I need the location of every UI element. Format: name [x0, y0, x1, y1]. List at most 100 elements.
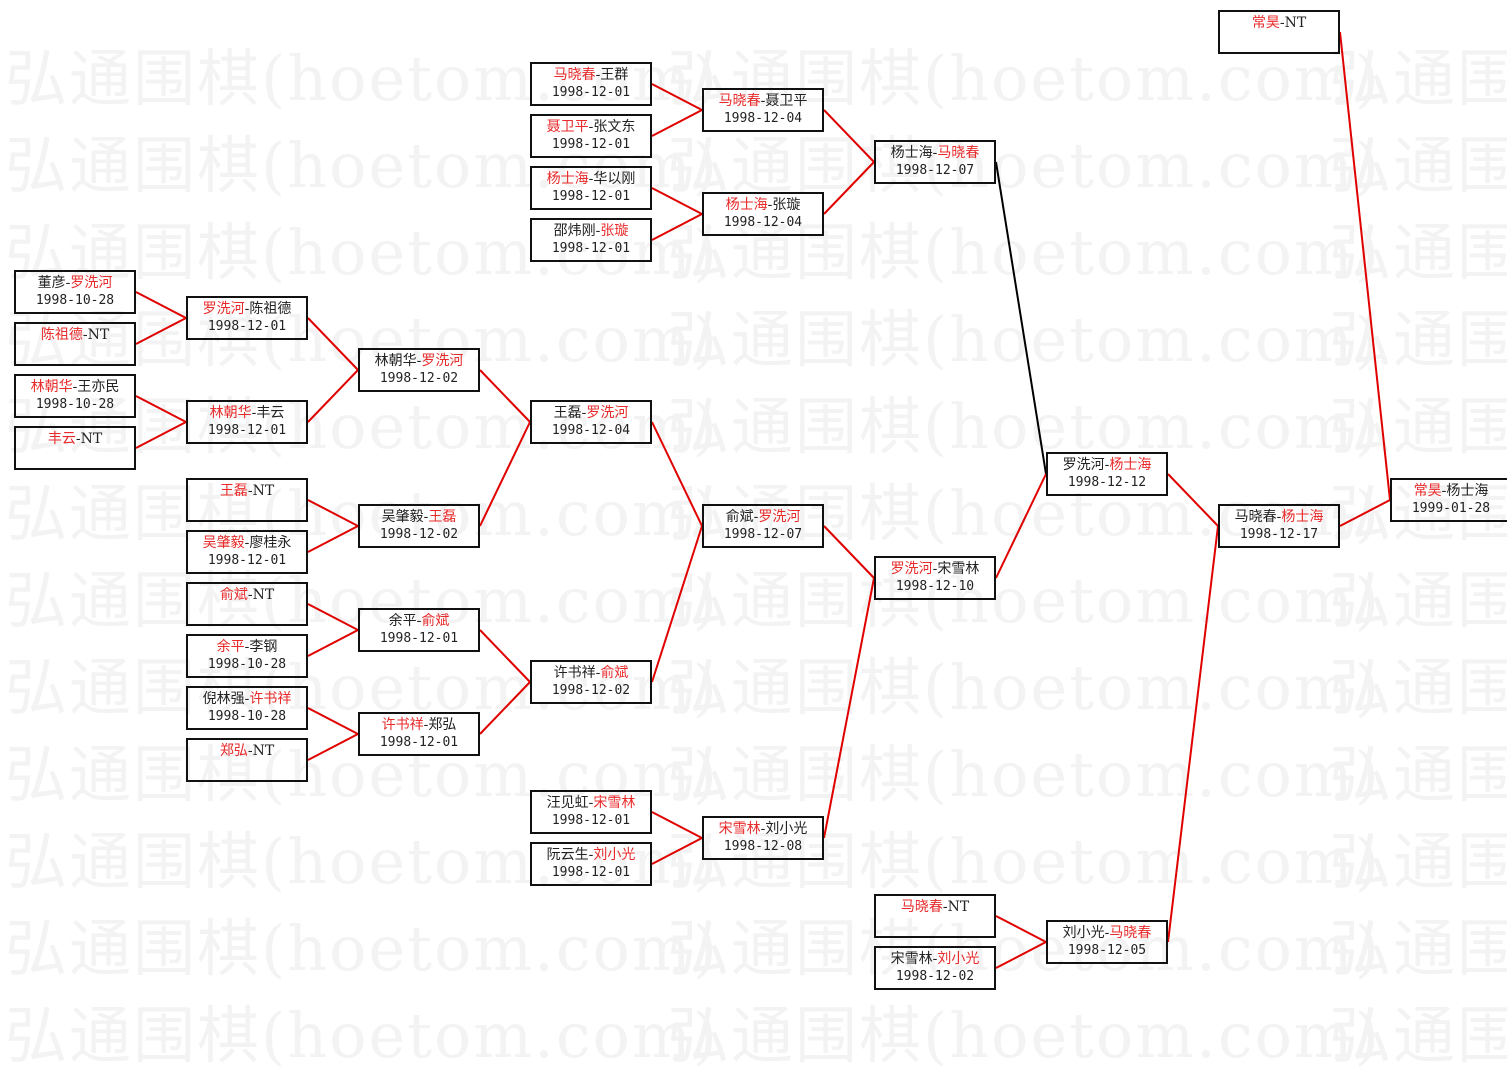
bracket-link — [823, 577, 875, 839]
separator: - — [82, 327, 88, 343]
separator: - — [1104, 457, 1110, 473]
separator: - — [588, 847, 594, 863]
match-players: 宋雪林-刘小光 — [704, 820, 822, 838]
match-date: 1998-12-04 — [723, 215, 803, 230]
separator: - — [423, 717, 429, 733]
match-date: 1998-12-01 — [207, 423, 287, 438]
match-date: 1998-12-02 — [379, 527, 459, 542]
player-1: 常昊 — [1251, 15, 1280, 31]
match-date: 1998-12-01 — [551, 85, 631, 100]
separator: - — [247, 587, 253, 603]
match-box: 宋雪林-刘小光 1998-12-08 — [702, 816, 824, 860]
match-players: 汪见虹-宋雪林 — [532, 794, 650, 812]
player-2: 王亦民 — [77, 379, 120, 395]
player-2: 宋雪林 — [937, 561, 980, 577]
match-date: 1998-12-07 — [895, 163, 975, 178]
player-2: 罗洗河 — [70, 275, 113, 291]
match-players: 许书祥-俞斌 — [532, 664, 650, 682]
match-box: 王磊-罗洗河 1998-12-04 — [530, 400, 652, 444]
match-date: 1999-01-28 — [1411, 501, 1491, 516]
match-box: 丰云-NT — [14, 426, 136, 470]
separator: - — [942, 899, 948, 915]
player-1: 余平 — [388, 613, 417, 629]
match-players: 余平-李钢 — [188, 638, 306, 656]
player-1: 马晓春 — [718, 93, 761, 109]
player-1: 林朝华 — [30, 379, 73, 395]
player-1: 丰云 — [47, 431, 76, 447]
player-1: 倪林强 — [202, 691, 245, 707]
player-2: 刘小光 — [765, 821, 808, 837]
match-box: 常昊-NT — [1218, 10, 1340, 54]
match-box: 吴肇毅-王磊 1998-12-02 — [358, 504, 480, 548]
separator: - — [1279, 15, 1285, 31]
player-2: 丰云 — [256, 405, 285, 421]
player-1: 罗洗河 — [890, 561, 933, 577]
player-2: 俞斌 — [421, 613, 450, 629]
player-2: 刘小光 — [937, 951, 980, 967]
player-1: 马晓春 — [1234, 509, 1277, 525]
player-1: 吴肇毅 — [381, 509, 424, 525]
separator: - — [767, 197, 773, 213]
match-box: 阮云生-刘小光 1998-12-01 — [530, 842, 652, 886]
match-players: 林朝华-罗洗河 — [360, 352, 478, 370]
match-date: 1998-12-02 — [895, 969, 975, 984]
match-players: 王磊-NT — [188, 482, 306, 500]
match-box: 余平-李钢 1998-10-28 — [186, 634, 308, 678]
match-date: 1998-12-10 — [895, 579, 975, 594]
match-box: 许书祥-俞斌 1998-12-02 — [530, 660, 652, 704]
match-players: 马晓春-聂卫平 — [704, 92, 822, 110]
separator: - — [588, 171, 594, 187]
bracket-link — [1167, 525, 1219, 943]
player-1: 俞斌 — [219, 587, 248, 603]
match-players: 俞斌-罗洗河 — [704, 508, 822, 526]
bracket-link — [307, 707, 359, 735]
match-box: 邵炜刚-张璇 1998-12-01 — [530, 218, 652, 262]
match-players: 倪林强-许书祥 — [188, 690, 306, 708]
match-box: 董彦-罗洗河 1998-10-28 — [14, 270, 136, 314]
separator: - — [1276, 509, 1282, 525]
player-2: 张文东 — [593, 119, 636, 135]
separator: - — [423, 509, 429, 525]
player-2: 郑弘 — [428, 717, 457, 733]
bracket-link — [823, 109, 875, 163]
match-players: 罗洗河-宋雪林 — [876, 560, 994, 578]
match-players: 杨士海-张璇 — [704, 196, 822, 214]
match-date: 1998-12-04 — [551, 423, 631, 438]
bracket-link — [307, 629, 359, 657]
match-date: 1998-12-01 — [207, 319, 287, 334]
match-box: 俞斌-NT — [186, 582, 308, 626]
separator: - — [75, 431, 81, 447]
player-2: 王磊 — [428, 509, 457, 525]
player-2: 华以刚 — [593, 171, 636, 187]
bracket-link — [307, 733, 359, 761]
match-date: 1998-10-28 — [35, 293, 115, 308]
player-2: 许书祥 — [249, 691, 292, 707]
separator: - — [244, 301, 250, 317]
separator: - — [932, 145, 938, 161]
match-date: 1998-12-02 — [551, 683, 631, 698]
player-1: 罗洗河 — [1062, 457, 1105, 473]
player-1: 马晓春 — [900, 899, 943, 915]
separator: - — [244, 691, 250, 707]
bracket-link — [307, 525, 359, 553]
player-1: 陈祖德 — [40, 327, 83, 343]
player-2: 王群 — [600, 67, 629, 83]
separator: - — [753, 509, 759, 525]
match-box: 王磊-NT — [186, 478, 308, 522]
player-2: 马晓春 — [1109, 925, 1152, 941]
match-date: 1998-12-02 — [379, 371, 459, 386]
separator: - — [588, 795, 594, 811]
match-date: 1998-12-04 — [723, 111, 803, 126]
separator: - — [581, 405, 587, 421]
player-2: 廖桂永 — [249, 535, 292, 551]
match-date: 1998-12-17 — [1239, 527, 1319, 542]
separator: - — [251, 405, 257, 421]
player-1: 罗洗河 — [202, 301, 245, 317]
bracket-link — [135, 421, 187, 449]
match-players: 丰云-NT — [16, 430, 134, 448]
bracket-link — [651, 421, 703, 527]
bracket-link — [651, 109, 703, 137]
bracket-link — [651, 811, 703, 839]
separator: - — [932, 561, 938, 577]
separator: - — [65, 275, 71, 291]
